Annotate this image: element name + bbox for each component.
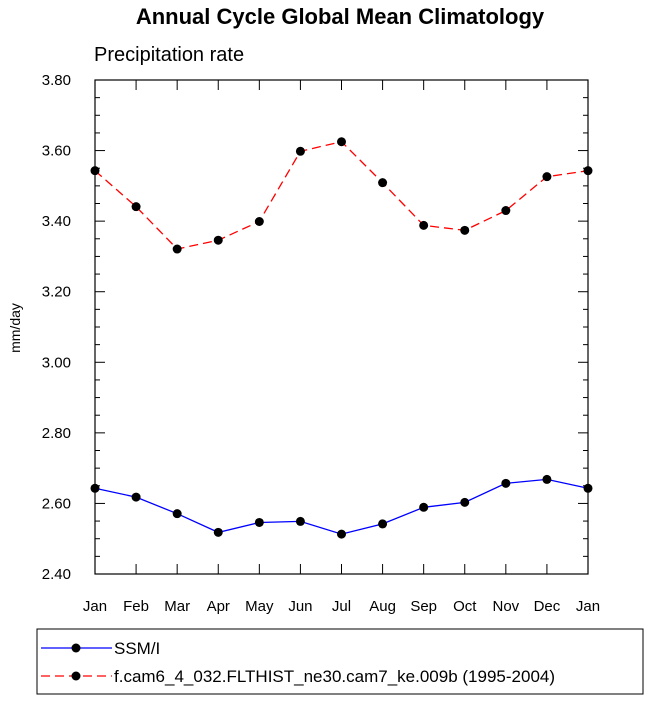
legend-label-1: f.cam6_4_032.FLTHIST_ne30.cam7_ke.009b (…	[114, 667, 555, 686]
legend-box	[36, 628, 644, 695]
data-point-s1-8	[419, 220, 429, 230]
y-tick-label: 3.40	[42, 213, 71, 230]
x-tick-label: Jul	[332, 598, 351, 615]
data-point-s0-5	[295, 516, 305, 526]
x-tick-label: Jan	[576, 598, 600, 615]
x-tick-label: Feb	[123, 598, 149, 615]
series-line-0	[94, 478, 589, 535]
legend: SSM/I f.cam6_4_032.FLTHIST_ne30.cam7_ke.0…	[36, 628, 644, 695]
data-point-s0-12	[583, 483, 593, 493]
data-point-s0-9	[460, 497, 470, 507]
x-tick-label: Apr	[207, 598, 230, 615]
y-tick-label: 2.80	[42, 425, 71, 442]
y-axis-label: mm/day	[7, 303, 23, 353]
x-tick-label: Nov	[492, 598, 519, 615]
x-tick-label: Jan	[83, 598, 107, 615]
plot-area: 2.40 2.60 2.80 3.00 3.20 3.40 3.60 3.80 Jan Feb Ma…	[42, 72, 600, 615]
y-tick-label: 3.20	[42, 284, 71, 301]
y-tick-label: 2.40	[42, 566, 71, 583]
chart-subtitle: Precipitation rate	[94, 44, 244, 66]
data-point-s0-3	[213, 527, 223, 537]
plot-frame	[94, 79, 589, 575]
x-tick-label: Aug	[369, 598, 396, 615]
data-point-s1-9	[460, 225, 470, 235]
legend-label-0: SSM/I	[114, 639, 160, 658]
y-tick-label: 3.60	[42, 143, 71, 160]
data-point-s1-2	[172, 244, 182, 254]
data-point-s0-2	[172, 509, 182, 519]
x-tick-label: Sep	[410, 598, 437, 615]
data-point-s0-0	[90, 483, 100, 493]
data-point-s1-12	[583, 166, 593, 176]
legend-swatch-marker-0	[71, 643, 81, 653]
data-point-s1-11	[542, 172, 552, 182]
x-tick-label: Jun	[288, 598, 312, 615]
data-point-s0-1	[131, 492, 141, 502]
data-point-s1-3	[213, 235, 223, 245]
x-tick-label: Mar	[164, 598, 190, 615]
x-tick-label: Oct	[453, 598, 477, 615]
data-point-s1-0	[90, 166, 100, 176]
x-tick-label: Dec	[534, 598, 561, 615]
series-line-1	[94, 140, 589, 250]
legend-swatch-marker-1	[71, 671, 81, 681]
y-tick-label: 3.00	[42, 354, 71, 371]
y-tick-label: 2.60	[42, 495, 71, 512]
data-point-s0-6	[337, 529, 346, 539]
data-point-s1-1	[131, 202, 141, 212]
chart-title: Annual Cycle Global Mean Climatology	[136, 4, 545, 29]
data-point-s0-7	[378, 519, 388, 529]
data-point-s0-4	[254, 517, 264, 527]
y-tick-label: 3.80	[42, 72, 71, 89]
data-point-s0-10	[501, 478, 511, 488]
data-point-s1-5	[295, 146, 305, 156]
data-point-s1-10	[501, 206, 511, 216]
data-point-s1-4	[254, 216, 264, 226]
data-point-s1-7	[378, 178, 388, 188]
data-point-s0-11	[542, 474, 552, 484]
data-point-s1-6	[337, 137, 346, 147]
data-point-s0-8	[419, 502, 429, 512]
x-tick-label: May	[245, 598, 274, 615]
